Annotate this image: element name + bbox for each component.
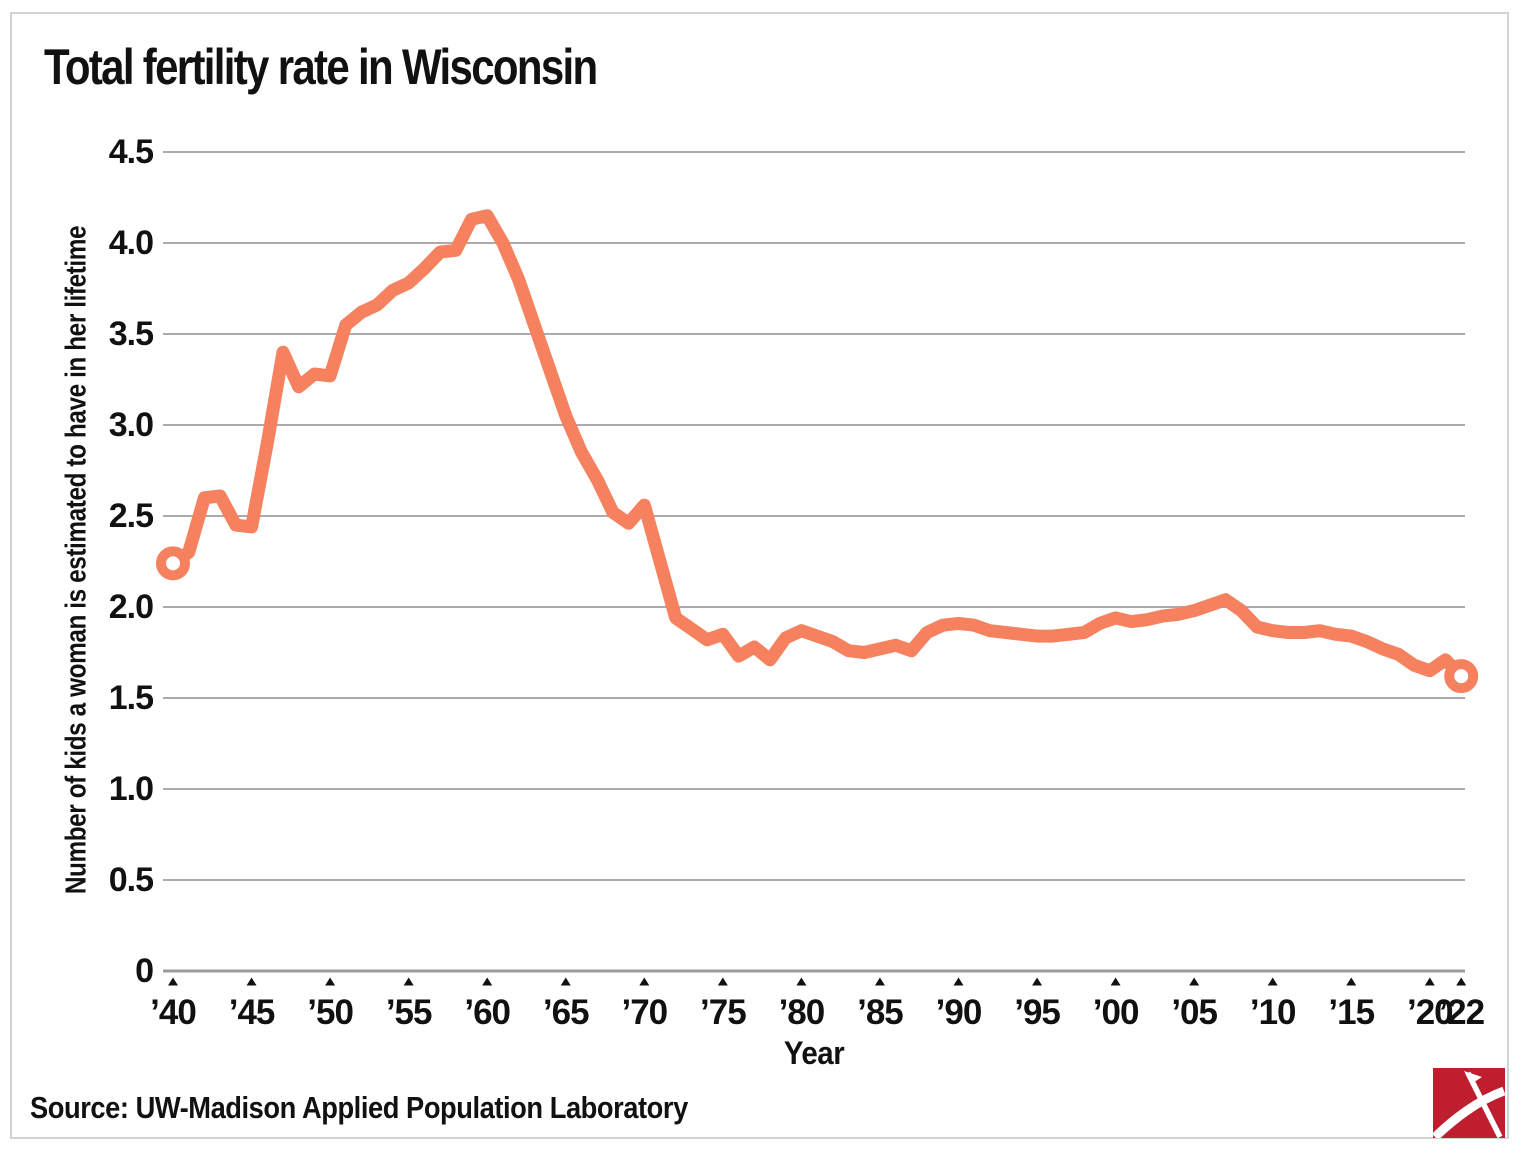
x-tick-label: ’85 [857,993,903,1032]
x-tick-label: ’10 [1250,993,1296,1032]
y-tick-label: 0.5 [109,861,153,899]
logo-flag [1464,1071,1482,1084]
source-credit: Source: UW-Madison Applied Population La… [30,1090,688,1125]
x-tick-label: ’50 [307,993,353,1032]
x-tick-marker [168,977,178,986]
x-tick-label: ’65 [543,993,589,1032]
endpoint-marker [1444,659,1479,694]
x-tick-marker [403,977,414,986]
x-tick-marker [717,977,728,986]
x-tick-label: ’00 [1093,993,1139,1032]
y-tick-label: 2.5 [109,497,153,535]
x-tick-marker [560,977,571,986]
y-tick-label: 1.5 [109,679,153,717]
y-tick-label: 3.0 [109,406,153,444]
y-tick-label: 4.5 [109,133,153,171]
x-tick-label: ’40 [150,993,196,1032]
x-axis-label: Year [783,1035,845,1071]
x-tick-label: ’75 [700,993,746,1032]
x-tick-marker [1032,977,1043,986]
x-tick-label: ’55 [386,993,432,1032]
x-tick-label: ’05 [1171,993,1217,1032]
logo-handle [1465,1071,1503,1138]
x-tick-label: ’20 [1407,993,1453,1032]
x-tick-marker [796,977,807,986]
y-tick-label: 2.0 [109,588,153,626]
x-tick-label: ’95 [1014,993,1060,1032]
endpoint-marker [156,546,190,581]
x-tick-marker [639,977,650,986]
x-tick-marker [1456,977,1467,986]
x-tick-marker [1346,977,1357,986]
x-tick-marker [482,977,493,986]
y-tick-label: 1.0 [109,770,153,808]
x-tick-label: ’22 [1438,993,1484,1032]
x-tick-marker [325,977,336,986]
x-tick-marker [1267,977,1278,986]
x-tick-label: ’80 [779,993,825,1032]
x-tick-marker [953,977,964,986]
chart-title: Total fertility rate in Wisconsin [44,39,598,95]
x-tick-label: ’45 [229,993,275,1032]
x-tick-label: ’15 [1328,993,1374,1032]
x-tick-marker [1424,977,1435,986]
x-tick-label: ’90 [936,993,982,1032]
x-tick-marker [1110,977,1121,986]
publisher-logo [1433,1068,1505,1138]
x-tick-label: ’60 [464,993,510,1032]
x-tick-marker [1189,977,1200,986]
y-tick-label: 0 [135,952,153,990]
x-tick-marker [246,977,257,986]
x-tick-label: ’70 [621,993,667,1032]
fertility-rate-line [166,209,1468,683]
y-tick-label: 4.0 [109,224,153,262]
logo-swoosh [1433,1086,1505,1138]
y-tick-label: 3.5 [109,315,153,353]
x-tick-marker [874,977,885,986]
